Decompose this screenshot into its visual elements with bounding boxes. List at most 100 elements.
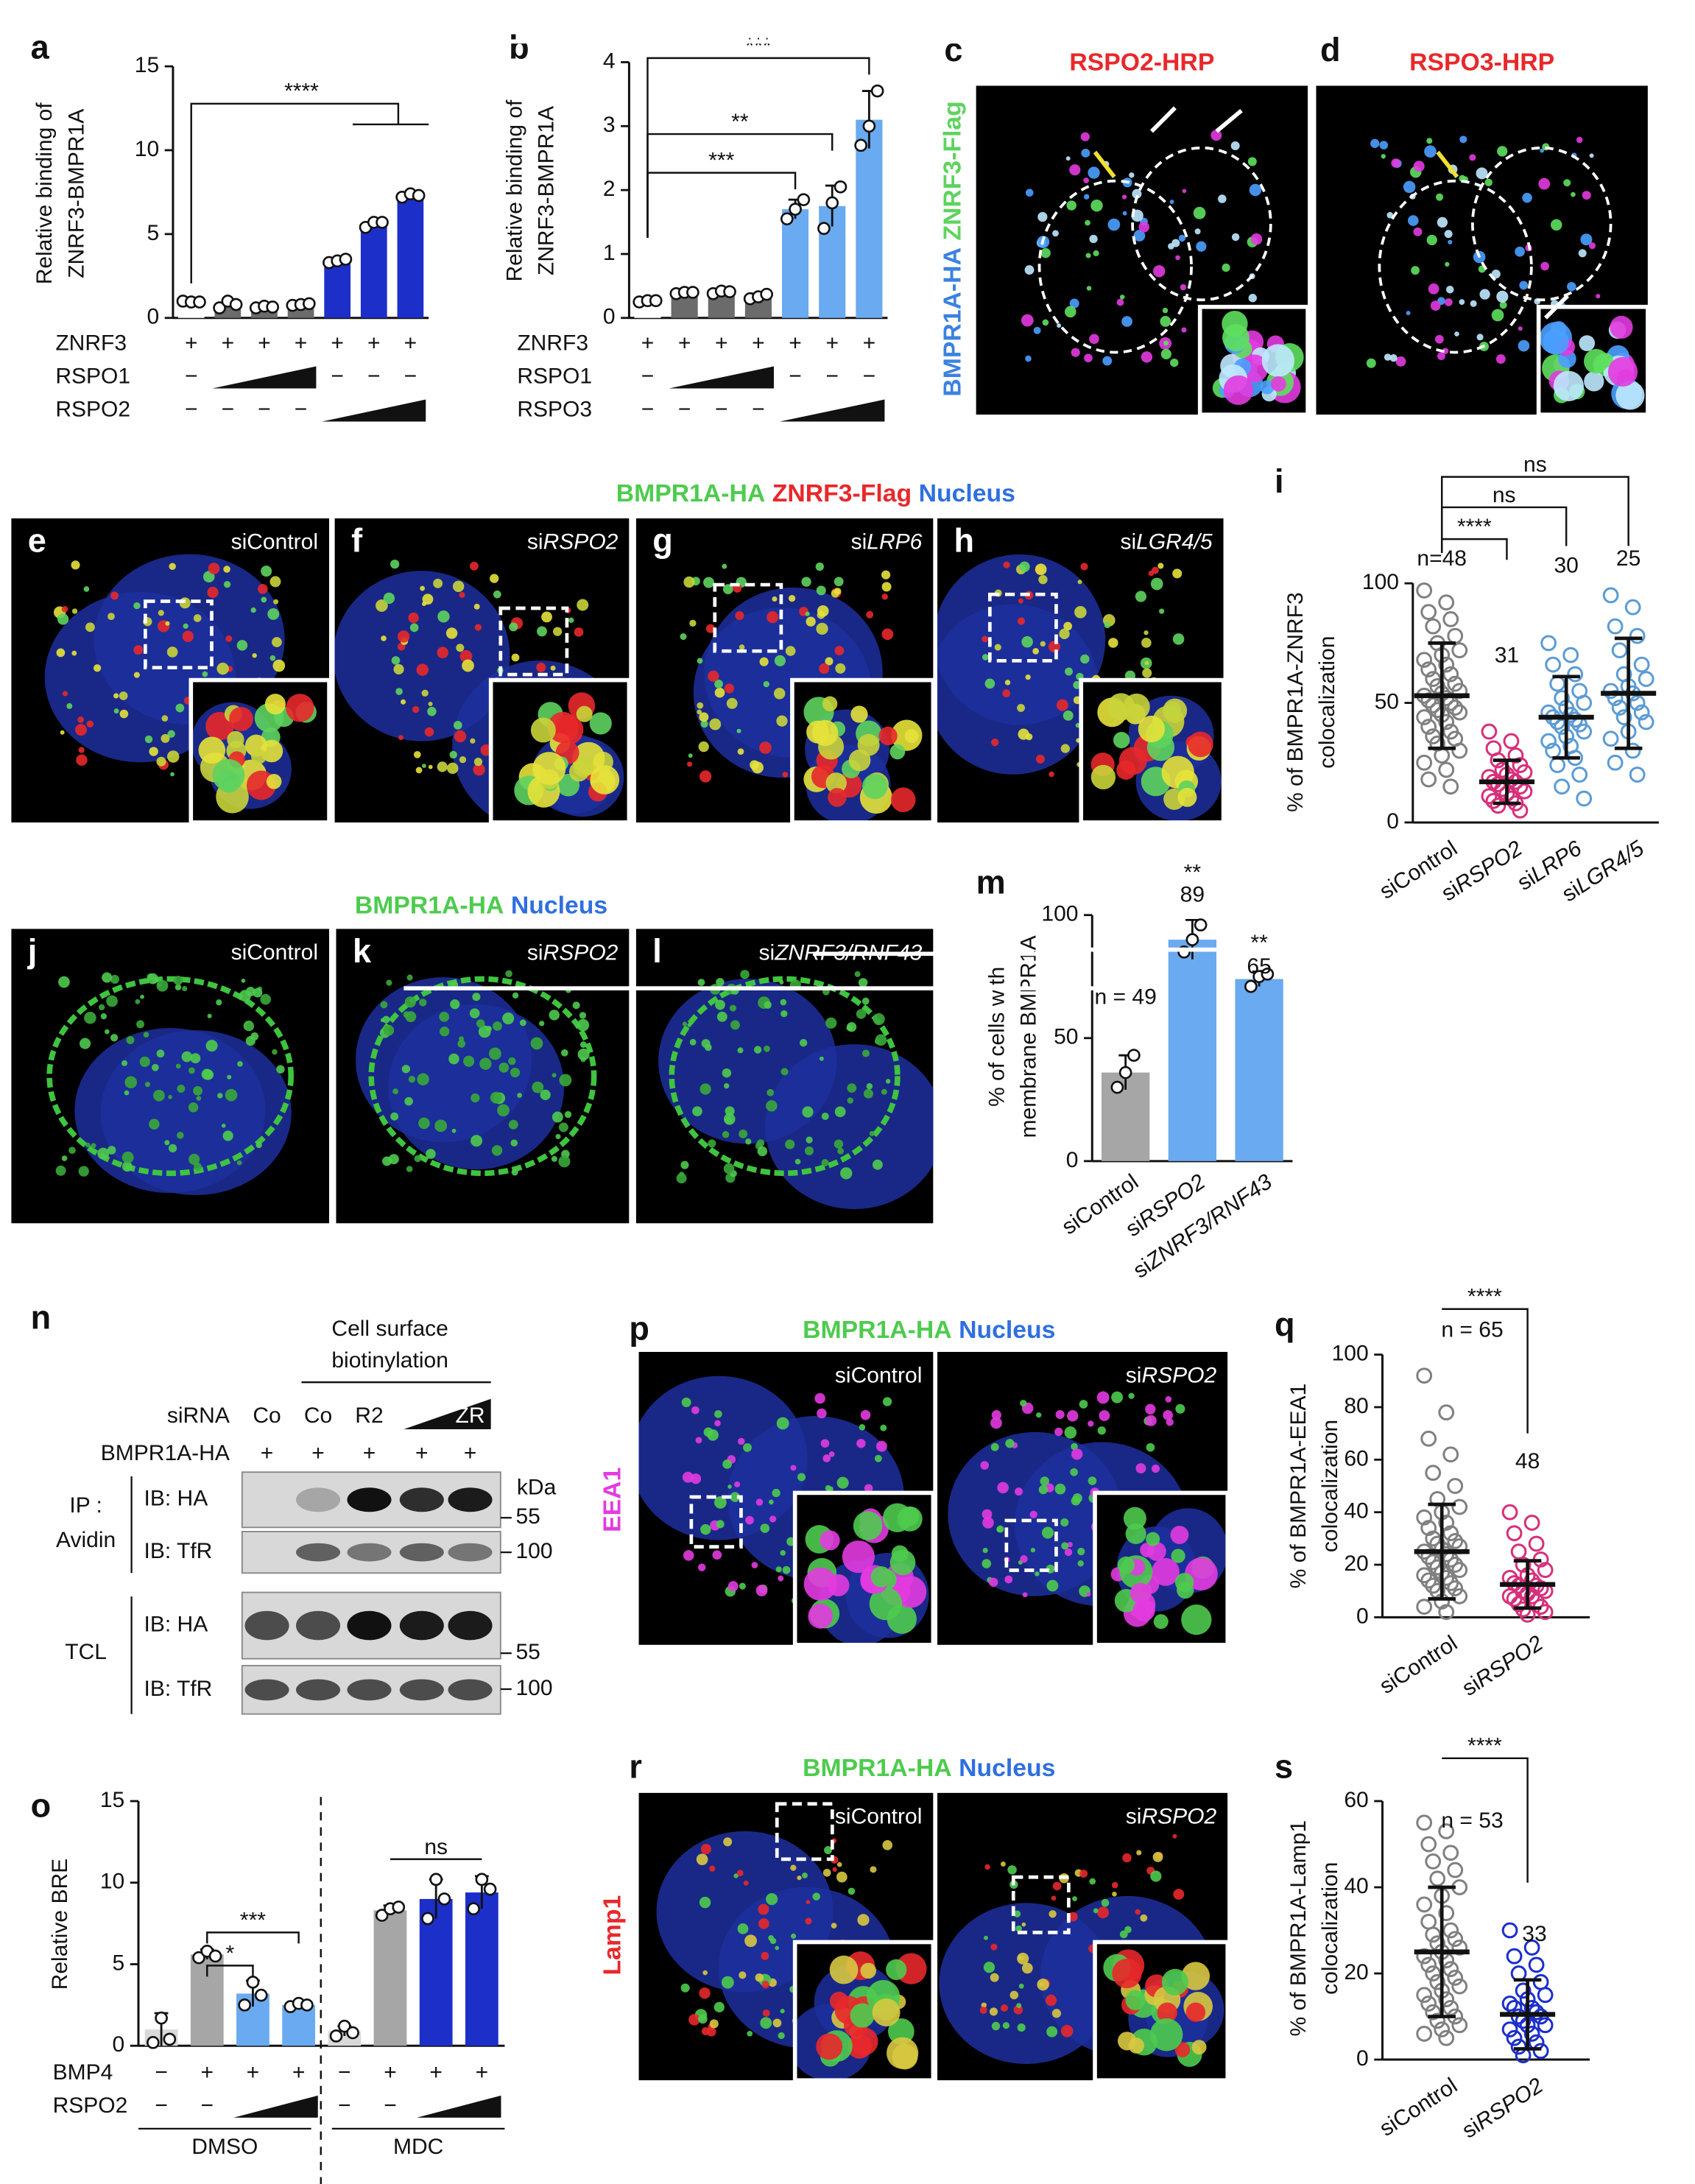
significance-label: * [226,1941,235,1965]
header-part: ZNRF3-Flag [772,479,912,507]
signal [540,1089,551,1100]
significance-bracket [646,172,797,238]
data-point [1118,1065,1132,1079]
signal [760,2017,772,2029]
data-point [817,222,831,236]
data-point [429,1873,443,1887]
condition-mark: + [331,331,344,355]
signal [77,716,85,723]
data-point [1549,757,1566,773]
signal [836,1871,848,1883]
y-tick-label: 0 [1356,1604,1369,1628]
significance-label: ** [731,110,749,134]
signal [1135,1909,1141,1915]
data-point [1425,1577,1442,1594]
signal [426,1149,436,1159]
signal [139,1056,150,1068]
signal [1160,348,1171,360]
signal [193,1085,203,1096]
signal [697,979,705,986]
signal [782,1565,791,1574]
signal [1067,1410,1079,1422]
signal [398,735,404,741]
signal [1145,1415,1157,1426]
signal [68,1146,76,1155]
signal [874,1454,882,1462]
signal [476,1019,485,1028]
bar [465,1892,498,2046]
signal [264,694,286,715]
data-point [1425,1530,1442,1547]
signal [757,1146,768,1157]
signal [705,624,716,633]
y-tick-label: 0 [1386,809,1399,834]
micrograph [635,929,934,1224]
data-point [266,300,280,314]
signal [555,1134,561,1140]
ib-label: IB: TfR [144,1539,212,1563]
condition-label: ZNRF3 [517,331,588,355]
bar [782,209,809,318]
signal [448,1053,459,1065]
condition-mark: − [155,2093,168,2118]
data-point [1416,1367,1433,1384]
signal [890,787,916,812]
signal [1096,1906,1110,1919]
data-point [1438,1604,1455,1621]
signal [1448,239,1453,244]
data-point [1438,656,1455,673]
y-tick-label: 15 [100,1788,124,1812]
signal [188,1153,200,1165]
signal [1030,1547,1036,1553]
data-point [1510,2038,1527,2055]
lane-label: Co [304,1403,332,1428]
signal [724,683,735,694]
panel-letter: l [652,932,662,970]
signal [687,1023,692,1027]
signal [730,1020,740,1030]
signal [1138,222,1149,233]
signal [1093,1908,1099,1914]
signal [1017,2023,1026,2032]
signal [488,1047,501,1060]
signal [1035,563,1047,576]
ramp [322,399,426,422]
signal [216,999,222,1006]
signal [1046,2026,1058,2037]
signal [1407,215,1419,226]
significance-bracket [206,1965,254,1977]
signal [463,1055,475,1067]
image-label: siRSPO2 [527,940,619,965]
signal [1153,1614,1169,1630]
signal [208,563,220,574]
signal [177,1084,186,1093]
signal [413,750,421,758]
signal [1166,1418,1174,1426]
text-part: si [1126,1364,1142,1388]
data-point [412,189,426,202]
signal [1039,1982,1044,1987]
signal [1138,715,1165,743]
y-axis-label: Relative binding of [502,99,526,282]
signal [196,1096,202,1101]
y-axis-label: Relative BRE [48,1859,72,1990]
data-point [1537,1987,1554,2004]
signal [835,663,846,674]
signal [1064,306,1076,318]
signal [253,987,263,998]
data-point [1438,714,1455,730]
signal [780,1550,786,1556]
signal [1152,1852,1163,1862]
signal [1077,580,1082,585]
data-point [1420,1572,1437,1589]
condition-mark: − [185,397,198,421]
signal [453,721,462,730]
signal [759,741,772,754]
signal [505,970,512,978]
signal [982,1559,992,1568]
signal [1169,200,1174,204]
roi-box [144,599,214,670]
condition-mark: − [863,364,876,388]
signal [980,1461,990,1470]
signal [1051,1895,1057,1901]
